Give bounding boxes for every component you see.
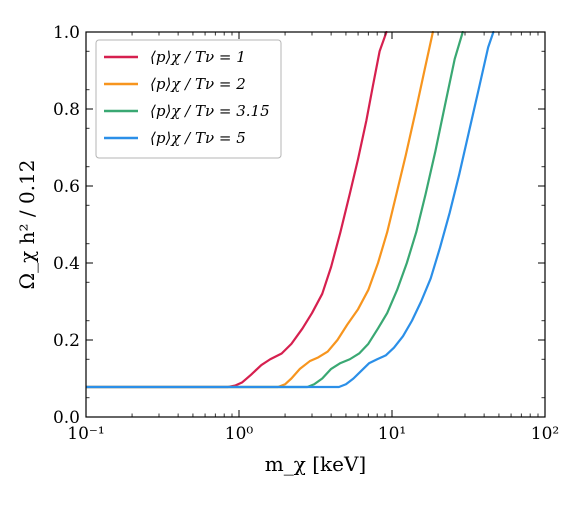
labels-layer: 10⁻¹ 10⁰ 10¹ 10² 0.0 0.2 0.4 0.6 0.8 1.0 m_χ [keV]…: [15, 23, 559, 476]
ticks-layer: [85, 31, 546, 418]
y-tick-label-1: 0.2: [53, 331, 80, 351]
series-line-2: [86, 31, 434, 389]
legend-label-1: ⟨p⟩χ / Tν = 1: [150, 48, 246, 66]
legend-label-4: ⟨p⟩χ / Tν = 5: [150, 129, 246, 147]
y-tick-label-4: 0.8: [53, 100, 80, 120]
legend-label-3: ⟨p⟩χ / Tν = 3.15: [150, 102, 270, 120]
series-layer: [86, 31, 495, 389]
series-line-3: [86, 31, 464, 389]
x-tick-label-3: 10²: [531, 424, 559, 444]
y-tick-label-2: 0.4: [53, 254, 80, 274]
x-tick-label-2: 10¹: [378, 424, 406, 444]
series-line-1: [86, 31, 388, 389]
x-tick-label-1: 10⁰: [225, 424, 254, 444]
x-axis-label: m_χ [keV]: [265, 452, 366, 476]
y-tick-label-0: 0.0: [53, 408, 80, 428]
legend-label-2: ⟨p⟩χ / Tν = 2: [150, 75, 246, 93]
legend-box: [95, 39, 282, 159]
legend: ⟨p⟩χ / Tν = 1 ⟨p⟩χ / Tν = 2 ⟨p⟩χ / Tν = 3.…: [95, 39, 282, 159]
series-line-4: [86, 31, 495, 389]
y-tick-label-5: 1.0: [53, 23, 80, 43]
y-tick-label-3: 0.6: [53, 177, 80, 197]
plot-frame: [85, 31, 546, 418]
y-axis-label: Ω_χ h² / 0.12: [15, 160, 39, 290]
x-tick-label-0: 10⁻¹: [67, 424, 104, 444]
